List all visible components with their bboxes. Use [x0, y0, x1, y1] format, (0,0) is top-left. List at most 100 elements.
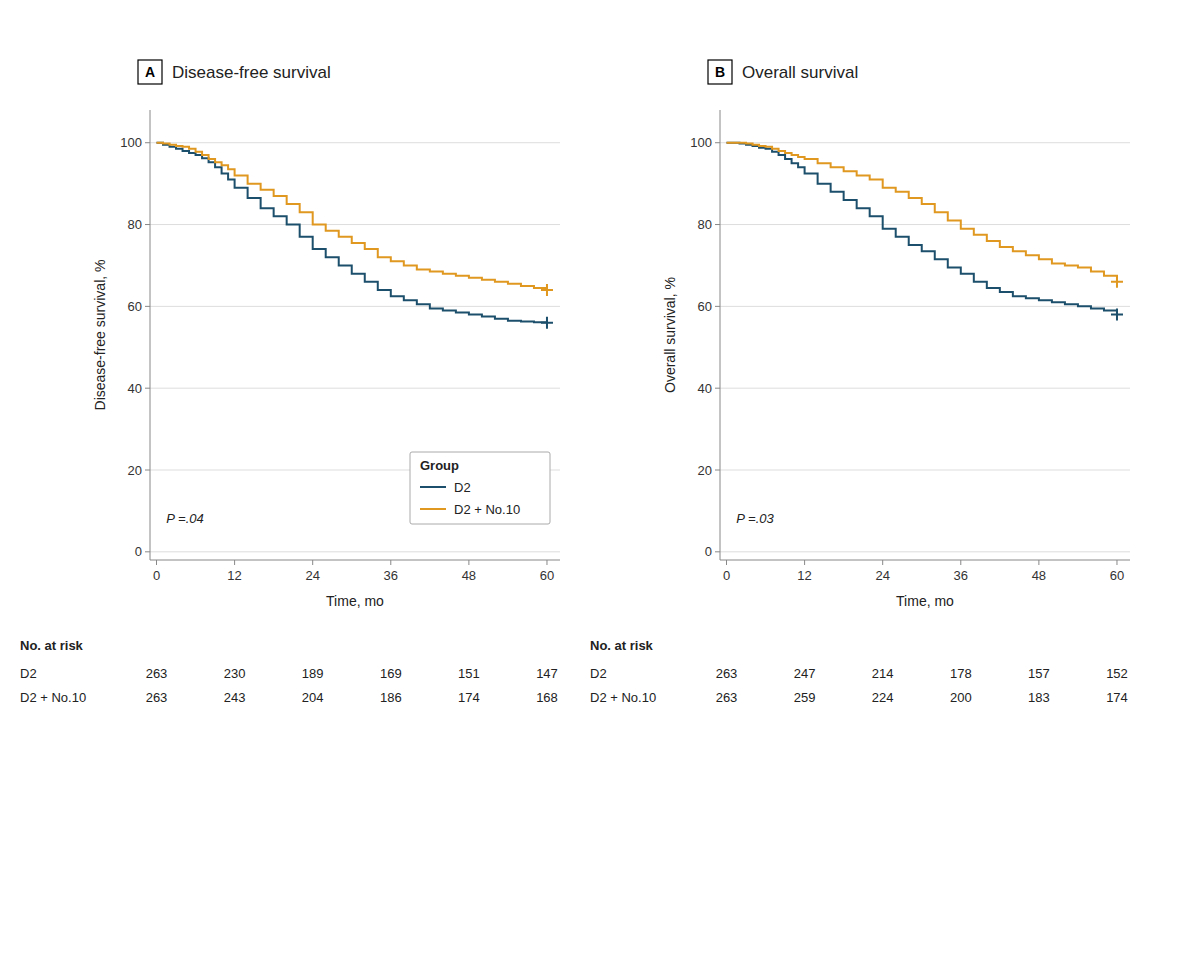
background — [0, 0, 1200, 961]
grid-line — [150, 306, 560, 307]
risk-value: 243 — [224, 690, 246, 705]
y-tick — [145, 224, 150, 225]
x-axis-label: Time, mo — [896, 593, 954, 609]
risk-value: 263 — [716, 666, 738, 681]
y-tick-label: 0 — [705, 544, 712, 559]
y-tick-label: 40 — [128, 381, 142, 396]
x-tick — [234, 560, 235, 565]
x-tick — [546, 560, 547, 565]
x-tick — [882, 560, 883, 565]
grid-line — [720, 306, 1130, 307]
grid — [720, 143, 1130, 552]
annotation: P =.04 — [166, 511, 203, 526]
y-tick — [715, 306, 720, 307]
x-tick-label: 0 — [153, 568, 160, 583]
y-tick-label: 60 — [698, 299, 712, 314]
y-tick — [715, 142, 720, 143]
risk-row-label: D2 — [20, 666, 37, 681]
x-axis-line — [150, 560, 560, 561]
censor-mark — [1111, 309, 1123, 321]
annotation: P =.03 — [736, 511, 774, 526]
y-axis-label: Overall survival, % — [662, 277, 678, 393]
x-tick — [468, 560, 469, 565]
censor-mark — [1111, 276, 1123, 288]
risk-value: 200 — [950, 690, 972, 705]
x-tick-label: 12 — [227, 568, 241, 583]
legend-label: D2 + No.10 — [454, 502, 520, 517]
legend-label: D2 — [454, 480, 471, 495]
survival-line — [157, 143, 547, 290]
y-tick — [715, 388, 720, 389]
legend-title: Group — [420, 458, 459, 473]
legend: Group D2 D2 + No.10 — [410, 452, 550, 524]
censor-mark — [541, 284, 553, 296]
x-tick-label: 0 — [723, 568, 730, 583]
y-tick — [145, 470, 150, 471]
risk-value: 247 — [794, 666, 816, 681]
grid-line — [720, 224, 1130, 225]
risk-value: 263 — [146, 690, 168, 705]
x-tick-label: 24 — [305, 568, 319, 583]
x-tick-label: 12 — [797, 568, 811, 583]
y-tick-label: 0 — [135, 544, 142, 559]
grid-line — [150, 142, 560, 143]
x-tick — [960, 560, 961, 565]
chart-root: ADisease-free survival012243648600204060… — [0, 0, 1200, 961]
y-tick — [145, 142, 150, 143]
grid-line — [720, 142, 1130, 143]
y-tick-label: 20 — [128, 463, 142, 478]
panel-label-box — [708, 60, 732, 84]
risk-value: 147 — [536, 666, 558, 681]
x-tick — [804, 560, 805, 565]
panel: ADisease-free survival012243648600204060… — [20, 60, 560, 705]
risk-table-title: No. at risk — [590, 638, 654, 653]
risk-table-title: No. at risk — [20, 638, 84, 653]
grid-line — [150, 551, 560, 552]
x-tick — [156, 560, 157, 565]
risk-value: 263 — [146, 666, 168, 681]
x-tick — [1116, 560, 1117, 565]
risk-row-label: D2 — [590, 666, 607, 681]
y-tick — [715, 224, 720, 225]
panel-label-box — [138, 60, 162, 84]
risk-table: No. at riskD2263247214178157152D2 + No.1… — [590, 638, 1128, 705]
risk-value: 183 — [1028, 690, 1050, 705]
risk-value: 263 — [716, 690, 738, 705]
risk-value: 152 — [1106, 666, 1128, 681]
survival-line — [727, 143, 1117, 282]
risk-table: No. at riskD2263230189169151147D2 + No.1… — [20, 638, 558, 705]
risk-value: 169 — [380, 666, 402, 681]
risk-value: 174 — [458, 690, 480, 705]
risk-row-label: D2 + No.10 — [20, 690, 86, 705]
x-tick — [726, 560, 727, 565]
risk-value: 259 — [794, 690, 816, 705]
y-tick — [715, 470, 720, 471]
x-tick — [312, 560, 313, 565]
y-tick — [715, 551, 720, 552]
x-tick-label: 36 — [384, 568, 398, 583]
risk-row-label: D2 + No.10 — [590, 690, 656, 705]
risk-value: 214 — [872, 666, 894, 681]
y-tick-label: 100 — [690, 135, 712, 150]
censor-mark — [541, 317, 553, 329]
risk-value: 204 — [302, 690, 324, 705]
risk-value: 151 — [458, 666, 480, 681]
y-axis-line — [720, 110, 721, 560]
grid-line — [720, 470, 1130, 471]
panel: BOverall survival01224364860020406080100… — [590, 60, 1130, 705]
panel-label: A — [145, 64, 155, 80]
risk-value: 178 — [950, 666, 972, 681]
y-tick-label: 40 — [698, 381, 712, 396]
legend-swatch — [420, 508, 446, 510]
survival-line — [157, 143, 547, 323]
grid-line — [720, 388, 1130, 389]
legend-swatch — [420, 486, 446, 488]
legend-box — [410, 452, 550, 524]
x-tick-label: 24 — [875, 568, 889, 583]
x-tick-label: 48 — [462, 568, 476, 583]
plot-area — [157, 143, 553, 329]
risk-value: 174 — [1106, 690, 1128, 705]
y-tick — [145, 306, 150, 307]
survival-line — [727, 143, 1117, 315]
x-tick-label: 60 — [540, 568, 554, 583]
